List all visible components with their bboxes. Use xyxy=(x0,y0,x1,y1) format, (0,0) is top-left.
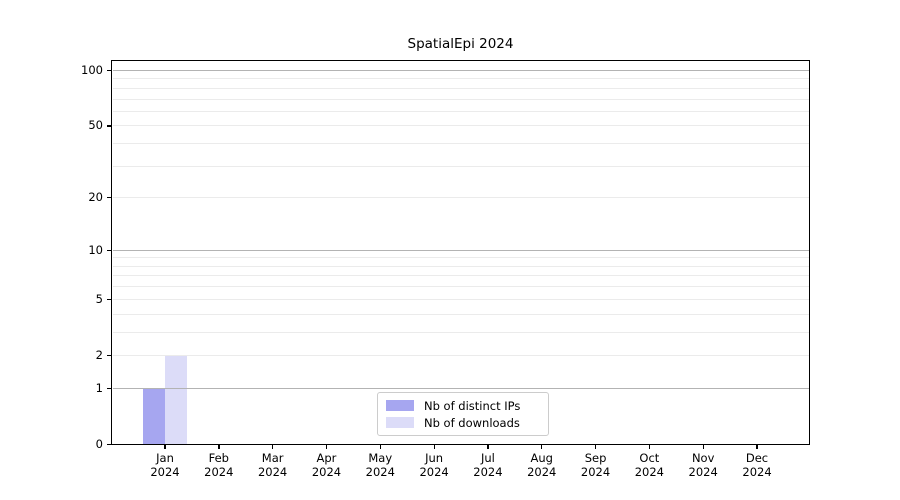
gridline-minor xyxy=(112,87,809,89)
y-tick-mark xyxy=(106,249,111,251)
gridline-major xyxy=(112,249,809,251)
legend-label-distinct-ips: Nb of distinct IPs xyxy=(424,398,521,413)
gridline-minor xyxy=(112,78,809,80)
x-tick-mark xyxy=(702,444,704,449)
y-tick-label: 1 xyxy=(95,380,103,395)
x-tick-mark xyxy=(164,444,166,449)
legend-label-downloads: Nb of downloads xyxy=(424,415,520,430)
x-tick-mark xyxy=(594,444,597,449)
gridline-minor xyxy=(112,354,809,356)
gridline-minor xyxy=(112,165,809,167)
gridline-minor xyxy=(112,286,809,288)
y-tick-label: 5 xyxy=(95,291,103,306)
x-tick-label-sep: Sep 2024 xyxy=(580,450,611,480)
legend-item-downloads: Nb of downloads xyxy=(386,415,540,431)
legend: Nb of distinct IPs Nb of downloads xyxy=(377,391,549,436)
x-tick-label-oct: Oct 2024 xyxy=(634,450,665,480)
y-tick-mark xyxy=(106,125,111,127)
legend-swatch-downloads xyxy=(386,417,414,428)
gridline-minor xyxy=(112,143,809,145)
legend-item-distinct-ips: Nb of distinct IPs xyxy=(386,398,540,414)
x-tick-mark xyxy=(272,444,274,449)
gridline-minor xyxy=(112,313,809,315)
y-tick-mark xyxy=(106,69,111,72)
x-tick-mark xyxy=(541,444,543,449)
gridline-minor xyxy=(112,125,809,127)
y-tick-label: 20 xyxy=(88,190,103,205)
legend-swatch-distinct-ips xyxy=(386,400,414,411)
gridline-minor xyxy=(112,110,809,112)
chart-title: SpatialEpi 2024 xyxy=(407,36,514,52)
x-tick-label-may: May 2024 xyxy=(365,450,395,480)
gridline-major xyxy=(112,387,809,389)
x-tick-label-jul: Jul 2024 xyxy=(473,450,503,480)
y-tick-mark xyxy=(106,197,111,199)
x-tick-label-feb: Feb 2024 xyxy=(204,450,234,480)
x-tick-label-apr: Apr 2024 xyxy=(311,450,342,480)
gridline-minor xyxy=(112,98,809,100)
x-tick-mark xyxy=(487,444,489,449)
plot-area-border xyxy=(111,59,810,445)
gridline-minor xyxy=(112,331,809,333)
bar-nb-of-distinct-ips-jan xyxy=(143,388,165,445)
x-tick-label-mar: Mar 2024 xyxy=(257,450,288,480)
y-tick-label: 10 xyxy=(88,242,103,257)
y-tick-label: 2 xyxy=(95,347,103,362)
y-tick-mark xyxy=(106,298,111,300)
x-tick-label-dec: Dec 2024 xyxy=(742,450,772,480)
x-tick-label-jun: Jun 2024 xyxy=(419,450,449,480)
x-tick-label-jan: Jan 2024 xyxy=(150,450,180,480)
y-tick-mark xyxy=(106,443,111,446)
x-tick-mark xyxy=(379,444,381,449)
x-tick-mark xyxy=(325,444,328,449)
y-tick-label: 100 xyxy=(81,63,103,77)
gridline-minor xyxy=(112,265,809,267)
x-tick-mark xyxy=(433,444,435,449)
x-tick-label-nov: Nov 2024 xyxy=(688,450,718,480)
y-tick-mark xyxy=(106,387,111,390)
x-tick-mark xyxy=(218,444,220,449)
gridline-major xyxy=(112,70,809,71)
x-tick-label-aug: Aug 2024 xyxy=(527,450,557,480)
x-tick-mark xyxy=(648,444,651,449)
y-tick-label: 50 xyxy=(88,118,103,133)
gridline-minor xyxy=(112,197,809,199)
gridline-minor xyxy=(112,257,809,259)
x-tick-mark xyxy=(756,444,758,449)
bar-nb-of-downloads-jan xyxy=(165,355,187,445)
y-tick-label: 0 xyxy=(95,437,103,451)
gridline-minor xyxy=(112,275,809,277)
y-tick-mark xyxy=(106,354,111,357)
gridline-minor xyxy=(112,298,809,300)
